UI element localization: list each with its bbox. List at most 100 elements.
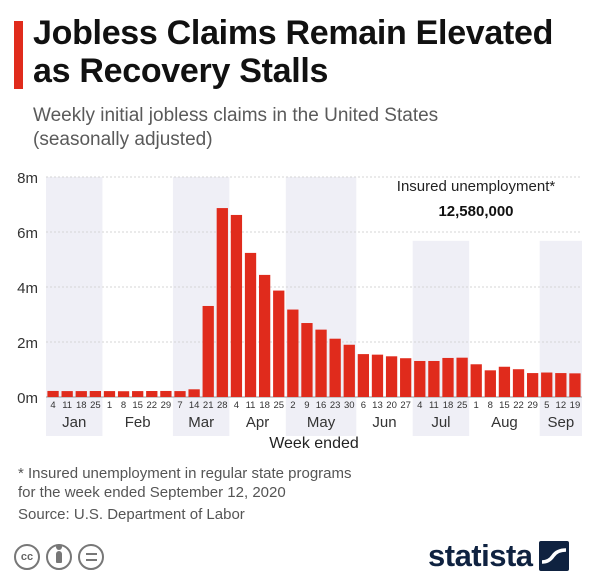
x-tick-label: 7 — [177, 400, 182, 411]
annotation-label: Insured unemployment* — [397, 178, 556, 195]
bar — [569, 373, 581, 397]
page-title: Jobless Claims Remain Elevated as Recove… — [33, 14, 554, 90]
x-tick-label: 4 — [50, 400, 55, 411]
bar — [371, 354, 384, 397]
x-tick-label: 2 — [290, 400, 295, 411]
month-label: Sep — [547, 414, 574, 431]
y-tick-label: 6m — [17, 225, 38, 242]
bar — [174, 391, 186, 397]
license-icons: cc — [14, 544, 104, 570]
bar — [470, 364, 482, 397]
bar — [456, 357, 468, 397]
month-label: Jan — [62, 414, 86, 431]
x-tick-label: 22 — [513, 400, 524, 411]
bar — [357, 354, 370, 397]
x-tick-label: 29 — [161, 400, 172, 411]
x-tick-label: 4 — [234, 400, 239, 411]
bar — [329, 338, 341, 397]
chart-subtitle: Weekly initial jobless claims in the Uni… — [33, 105, 439, 150]
bar — [428, 360, 440, 397]
footnote: * Insured unemployment in regular state … — [18, 465, 352, 501]
x-tick-label: 12 — [556, 400, 567, 411]
x-tick-label: 18 — [76, 400, 87, 411]
x-tick-label: 18 — [259, 400, 270, 411]
bar — [512, 369, 525, 397]
bar — [287, 309, 299, 397]
bar — [526, 373, 539, 397]
y-tick-label: 2m — [17, 335, 38, 352]
bar — [315, 329, 327, 397]
bar — [47, 390, 59, 397]
bar — [442, 357, 454, 397]
month-label: Mar — [188, 414, 214, 431]
bar — [188, 389, 200, 397]
x-tick-label: 27 — [400, 400, 411, 411]
bar — [61, 391, 73, 397]
bar — [385, 356, 398, 397]
creative-commons-label: cc — [20, 551, 34, 563]
bar — [75, 391, 87, 397]
no-derivatives-icon[interactable] — [78, 544, 104, 570]
bar — [230, 214, 243, 397]
x-tick-label: 1 — [107, 400, 112, 411]
y-tick-labels: 0m 2m 4m 6m 8m — [17, 170, 38, 407]
x-tick-label: 15 — [499, 400, 510, 411]
bar — [146, 391, 158, 397]
x-tick-label: 18 — [443, 400, 454, 411]
x-tick-label: 21 — [203, 400, 214, 411]
month-band-sep — [539, 240, 582, 436]
x-tick-label: 9 — [304, 400, 309, 411]
x-tick-label: 11 — [246, 400, 256, 411]
x-tick-label: 25 — [273, 400, 284, 411]
title-accent-bar — [14, 21, 23, 89]
month-label: Jul — [431, 414, 450, 431]
statista-logo-icon — [538, 541, 569, 571]
bar — [400, 358, 412, 397]
month-label: May — [307, 414, 336, 431]
month-label: Feb — [125, 414, 151, 431]
bar — [541, 372, 553, 397]
x-tick-label: 19 — [570, 400, 581, 411]
y-tick-label: 0m — [17, 390, 38, 407]
bar — [343, 344, 355, 397]
month-label: Aug — [491, 414, 518, 431]
bar — [103, 391, 116, 397]
x-tick-label: 4 — [417, 400, 422, 411]
x-tick-label: 22 — [147, 400, 158, 411]
bar-chart: 4 11 18 25 1 8 15 22 29 7 14 21 28 4 11 18 25 2 9 16 23 30 6 13… — [17, 170, 582, 452]
source-note: Source: U.S. Department of Labor — [18, 506, 245, 523]
bar — [498, 366, 511, 397]
month-label: Apr — [246, 414, 269, 431]
x-tick-label: 20 — [386, 400, 397, 411]
x-tick-label: 14 — [189, 400, 200, 411]
brand-wordmark: statista — [428, 538, 533, 573]
x-tick-label: 5 — [544, 400, 549, 411]
bar — [216, 208, 228, 397]
x-tick-label: 13 — [372, 400, 383, 411]
creative-commons-icon[interactable]: cc — [14, 544, 40, 570]
bar — [301, 323, 313, 397]
bar — [244, 252, 257, 397]
annotation-value: 12,580,000 — [438, 203, 513, 220]
x-tick-labels: 4 11 18 25 1 8 15 22 29 7 14 21 28 4 11 18 25 2 9 16 23 30 6 13… — [50, 400, 580, 431]
x-tick-label: 8 — [488, 400, 493, 411]
insured-unemployment-annotation: Insured unemployment* 12,580,000 — [397, 178, 556, 220]
x-tick-label: 1 — [474, 400, 479, 411]
x-tick-label: 28 — [217, 400, 228, 411]
month-band-jul — [412, 240, 470, 436]
month-label: Jun — [372, 414, 396, 431]
y-tick-label: 8m — [17, 170, 38, 187]
attribution-icon[interactable] — [46, 544, 72, 570]
x-tick-label: 29 — [527, 400, 538, 411]
bar — [414, 360, 426, 397]
x-tick-label: 11 — [429, 400, 439, 411]
bar — [89, 391, 102, 397]
bar — [202, 305, 214, 397]
bar — [484, 370, 496, 397]
x-tick-label: 23 — [330, 400, 341, 411]
bars — [47, 208, 581, 397]
x-tick-label: 6 — [361, 400, 366, 411]
statista-brand[interactable]: statista — [428, 540, 569, 572]
bar — [555, 373, 567, 397]
x-tick-label: 8 — [121, 400, 126, 411]
